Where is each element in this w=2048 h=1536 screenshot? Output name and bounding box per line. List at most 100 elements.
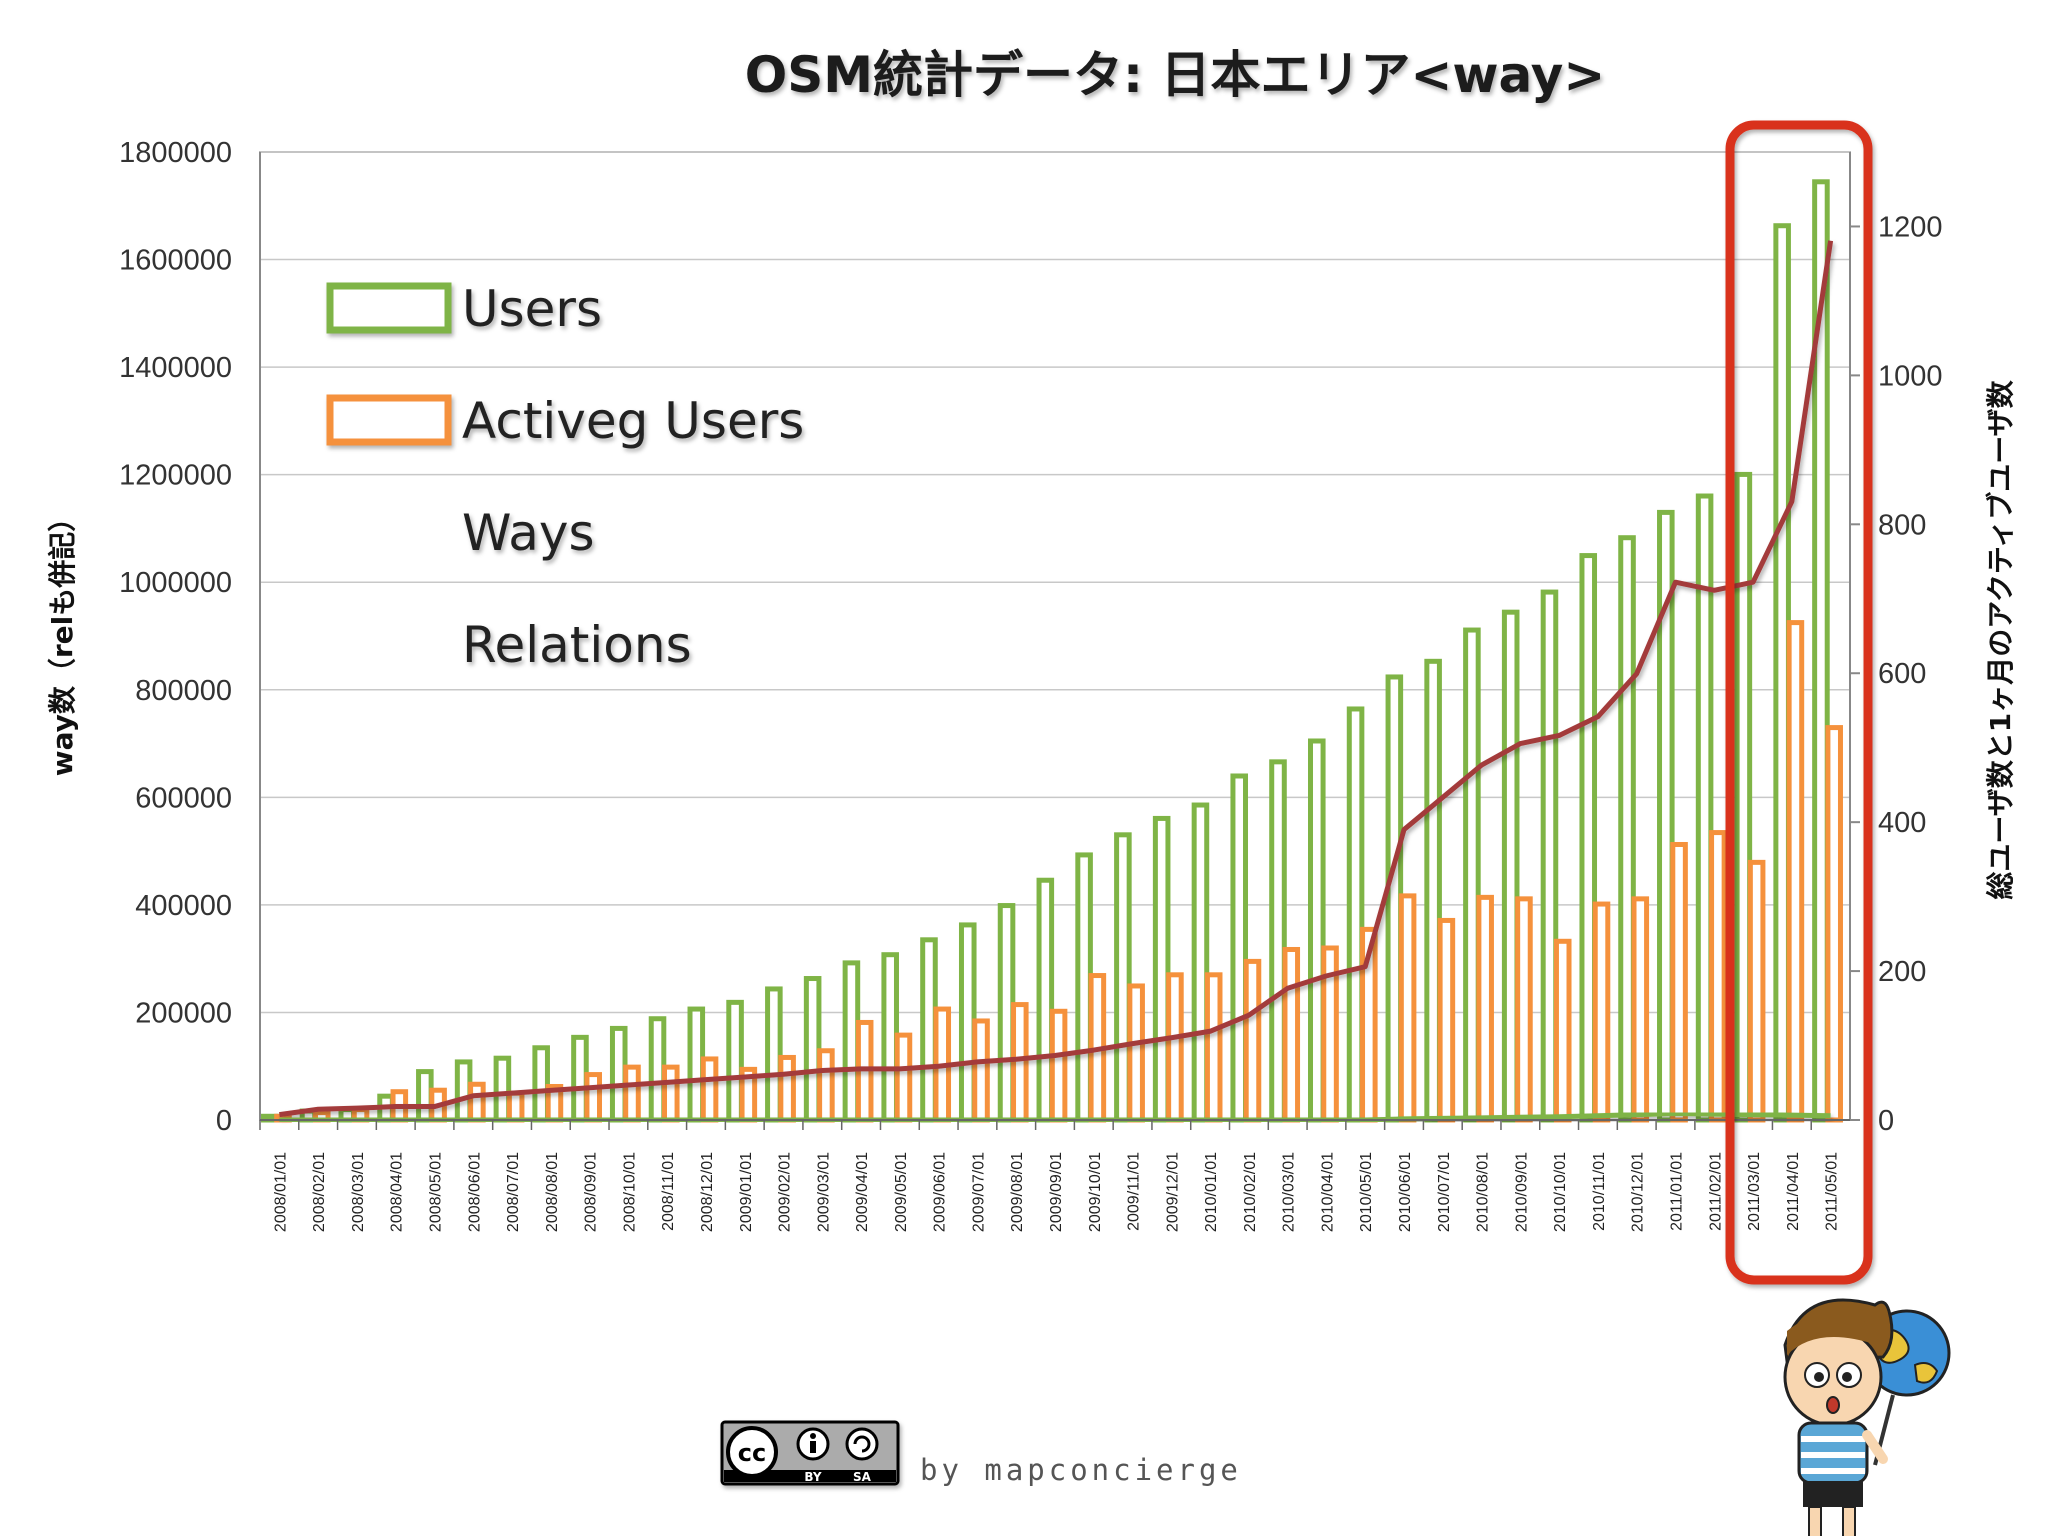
y-tick-left-label: 600000 <box>135 782 232 814</box>
bar-users <box>648 1016 667 1123</box>
x-tick-label: 2009/10/01 <box>1087 1152 1104 1232</box>
bar-activeg-users <box>623 1064 641 1123</box>
bar-activeg-users <box>468 1081 486 1123</box>
bar-activeg-users <box>1282 946 1301 1123</box>
svg-text:cc: cc <box>738 1439 766 1467</box>
cc-by-sa-badge: cc BY SA <box>720 1420 900 1486</box>
bar-activeg-users <box>1011 1002 1029 1123</box>
bar-activeg-users <box>1437 917 1456 1123</box>
bar-users <box>1773 223 1791 1123</box>
bar-users <box>958 922 977 1123</box>
y-tick-left-label: 1800000 <box>119 137 232 169</box>
bar-activeg-users <box>1553 938 1572 1123</box>
bar-activeg-users <box>584 1072 603 1123</box>
bar-activeg-users <box>1631 896 1650 1123</box>
bar-activeg-users <box>1243 958 1262 1123</box>
bar-users <box>493 1055 512 1123</box>
x-tick-label: 2008/07/01 <box>505 1152 522 1232</box>
x-tick-label: 2008/03/01 <box>350 1152 367 1232</box>
bar-activeg-users <box>1709 830 1727 1123</box>
legend-swatch <box>326 282 452 334</box>
x-tick-label: 2008/05/01 <box>428 1152 445 1232</box>
x-tick-label: 2010/05/01 <box>1358 1152 1375 1232</box>
x-tick-label: 2009/02/01 <box>777 1152 794 1232</box>
bar-users <box>765 986 783 1123</box>
bar-users <box>1075 852 1093 1123</box>
x-tick-label: 2008/12/01 <box>699 1152 716 1232</box>
bar-users <box>842 960 861 1123</box>
bar-users <box>1308 738 1326 1123</box>
x-tick-label: 2009/04/01 <box>854 1152 871 1232</box>
y-axis-right-ticks: 1200 1000 800 600 400 200 0 <box>1850 211 1943 1137</box>
x-tick-label: 2010/12/01 <box>1630 1152 1647 1232</box>
bar-activeg-users <box>1166 972 1184 1123</box>
bar-activeg-users <box>1515 896 1533 1123</box>
legend-label: Activeg Users <box>462 392 804 450</box>
bar-users <box>726 999 744 1123</box>
bar-activeg-users <box>1127 983 1145 1123</box>
bar-users <box>1230 773 1249 1123</box>
x-tick-label: 2009/06/01 <box>932 1152 949 1232</box>
legend-label: Relations <box>462 616 692 674</box>
bar-activeg-users <box>972 1018 990 1123</box>
x-tick-label: 2009/05/01 <box>893 1152 910 1232</box>
highlight-box <box>1725 120 1873 1285</box>
x-tick-label: 2009/03/01 <box>815 1152 832 1232</box>
x-tick-label: 2009/11/01 <box>1126 1152 1143 1231</box>
y-tick-right-label: 0 <box>1878 1105 1894 1137</box>
bar-activeg-users <box>1747 859 1766 1123</box>
bar-activeg-users <box>506 1090 525 1123</box>
x-tick-label: 2011/01/01 <box>1668 1152 1685 1231</box>
x-tick-label: 2010/10/01 <box>1552 1152 1569 1232</box>
bar-activeg-users <box>894 1032 913 1123</box>
legend-label: Ways <box>462 504 595 562</box>
y-tick-right-label: 800 <box>1878 509 1926 541</box>
chart-title: OSM統計データ: 日本エリア<way> <box>745 46 1605 104</box>
bar-users <box>571 1034 589 1123</box>
x-tick-label: 2010/02/01 <box>1242 1152 1259 1232</box>
y-tick-left-label: 1400000 <box>119 352 232 384</box>
y-tick-left-label: 800000 <box>135 675 232 707</box>
bar-activeg-users <box>1476 894 1494 1123</box>
bar-users <box>1191 802 1210 1123</box>
bar-users <box>1152 815 1171 1123</box>
x-tick-label: 2011/04/01 <box>1785 1152 1802 1231</box>
bar-users <box>687 1006 706 1123</box>
y-tick-right-label: 1200 <box>1878 211 1943 243</box>
x-tick-label: 2011/03/01 <box>1746 1152 1763 1231</box>
bar-users <box>1424 658 1442 1123</box>
bar-activeg-users <box>1592 901 1611 1123</box>
bar-activeg-users <box>778 1054 796 1123</box>
x-tick-label: 2008/06/01 <box>466 1152 483 1232</box>
cc-sa-label: SA <box>853 1470 872 1484</box>
bar-users <box>1540 589 1559 1123</box>
x-tick-label: 2010/01/01 <box>1203 1152 1220 1232</box>
x-axis-ticks: 2008/01/01 2008/02/01 2008/03/01 2008/04/01… <box>259 1120 1841 1232</box>
bar-activeg-users <box>1786 620 1805 1123</box>
bar-activeg-users <box>1398 893 1417 1123</box>
x-tick-label: 2009/08/01 <box>1009 1152 1026 1232</box>
bar-users <box>454 1059 473 1123</box>
y-tick-left-label: 400000 <box>135 890 232 922</box>
y-tick-right-label: 600 <box>1878 658 1926 690</box>
x-tick-label: 2010/11/01 <box>1591 1152 1608 1231</box>
bar-activeg-users <box>700 1056 719 1123</box>
y-tick-left-label: 1200000 <box>119 460 232 492</box>
y-axis-left-label: way数（relも併記） <box>46 504 79 777</box>
bar-users <box>1501 609 1520 1123</box>
bar-users <box>1269 759 1287 1123</box>
bar-users <box>1618 535 1636 1123</box>
bar-users <box>532 1045 550 1123</box>
bar-users <box>1734 471 1753 1123</box>
x-tick-label: 2010/06/01 <box>1397 1152 1414 1232</box>
bar-users <box>1346 706 1365 1123</box>
bar-users <box>1579 553 1598 1123</box>
x-tick-label: 2010/03/01 <box>1281 1152 1298 1232</box>
x-tick-label: 2008/01/01 <box>272 1152 289 1232</box>
bar-users <box>997 903 1016 1123</box>
x-tick-label: 2010/07/01 <box>1436 1152 1453 1232</box>
bar-users <box>920 937 938 1123</box>
bar-activeg-users <box>817 1048 835 1123</box>
x-tick-label: 2008/02/01 <box>311 1152 328 1232</box>
